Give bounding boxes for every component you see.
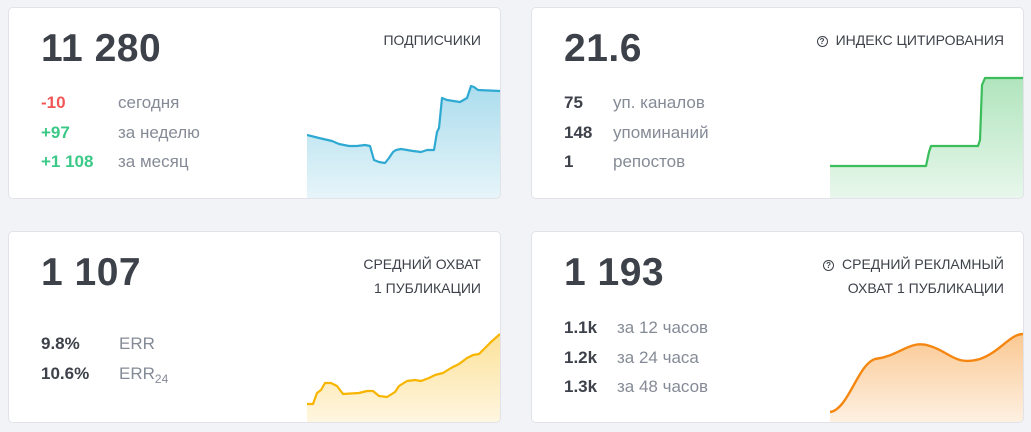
average-reach-title: СРЕДНИЙ ОХВАТ 1 ПУБЛИКАЦИИ [363,256,481,296]
stat-row-reposts: 1 репостов [564,147,709,177]
stat-label: за 48 часов [617,377,709,396]
stat-row-48h: 1.3k за 48 часов [564,372,708,402]
stat-label: за неделю [118,122,200,142]
average-ad-reach-sparkline[interactable] [830,294,1023,422]
subscribers-sparkline[interactable] [307,70,500,198]
stat-row-err: 9.8% ERR [41,329,168,359]
subscribers-stats: -10 сегодня +97 за неделю +1 108 за месяц [41,88,200,177]
stat-value: 1.1k [564,318,598,337]
stat-row-week: +97 за неделю [41,118,200,148]
stat-value: 75 [564,93,583,112]
stat-row-12h: 1.1k за 12 часов [564,313,708,343]
stat-value: +97 [41,122,70,142]
stat-row-month: +1 108 за месяц [41,147,200,177]
citation-stats: 75 уп. каналов 148 упоминаний 1 репостов [564,88,709,177]
stat-row-24h: 1.2k за 24 часа [564,343,708,373]
average-reach-sparkline[interactable] [307,294,500,422]
stat-value: 1.3k [564,377,598,396]
stat-label: сегодня [118,93,180,112]
err-stats: 9.8% ERR 10.6% ERR24 [41,329,168,388]
stat-row-err24: 10.6% ERR24 [41,359,168,389]
average-reach-card: 1 107 СРЕДНИЙ ОХВАТ 1 ПУБЛИКАЦИИ 9.8% ERR… [8,231,501,423]
stat-label: ERR24 [119,363,169,386]
stat-value: 1 [564,152,574,171]
stat-label: уп. каналов [613,93,705,112]
citation-index-card: 21.6 ? ИНДЕКС ЦИТИРОВАНИЯ 75 уп. каналов 1… [531,7,1024,199]
stat-row-today: -10 сегодня [41,88,200,118]
subscribers-card: 11 280 ПОДПИСЧИКИ -10 сегодня +97 за недел… [8,7,501,199]
citation-index-value: 21.6 [564,27,642,70]
stat-value: -10 [41,93,66,112]
average-reach-value: 1 107 [41,251,142,294]
citation-sparkline[interactable] [830,70,1023,198]
stat-label: за месяц [118,152,189,171]
stat-value: 9.8% [41,334,80,353]
stat-value: +1 108 [41,152,94,171]
average-ad-reach-card: 1 193 ? СРЕДНИЙ РЕКЛАМНЫЙ ОХВАТ 1 ПУБЛИКА… [531,231,1024,423]
help-icon[interactable]: ? [823,260,835,271]
subscribers-title: ПОДПИСЧИКИ [383,32,481,48]
subscribers-count: 11 280 [41,27,162,70]
ad-reach-stats: 1.1k за 12 часов 1.2k за 24 часа 1.3k за 48… [564,313,708,402]
stat-value: 1.2k [564,347,598,367]
stat-label: за 24 часа [617,347,699,367]
stat-value: 148 [564,122,593,142]
stat-label: за 12 часов [617,318,709,337]
stat-value: 10.6% [41,363,90,383]
average-ad-reach-value: 1 193 [564,251,665,294]
stat-row-channels: 75 уп. каналов [564,88,709,118]
average-ad-reach-title: ? СРЕДНИЙ РЕКЛАМНЫЙ ОХВАТ 1 ПУБЛИКАЦИИ [823,252,1004,300]
citation-index-title: ? ИНДЕКС ЦИТИРОВАНИЯ [816,28,1004,52]
stat-label: репостов [613,152,686,171]
stat-row-mentions: 148 упоминаний [564,118,709,148]
stat-label: упоминаний [613,122,709,142]
stat-label: ERR [119,334,155,353]
help-icon[interactable]: ? [816,36,828,47]
